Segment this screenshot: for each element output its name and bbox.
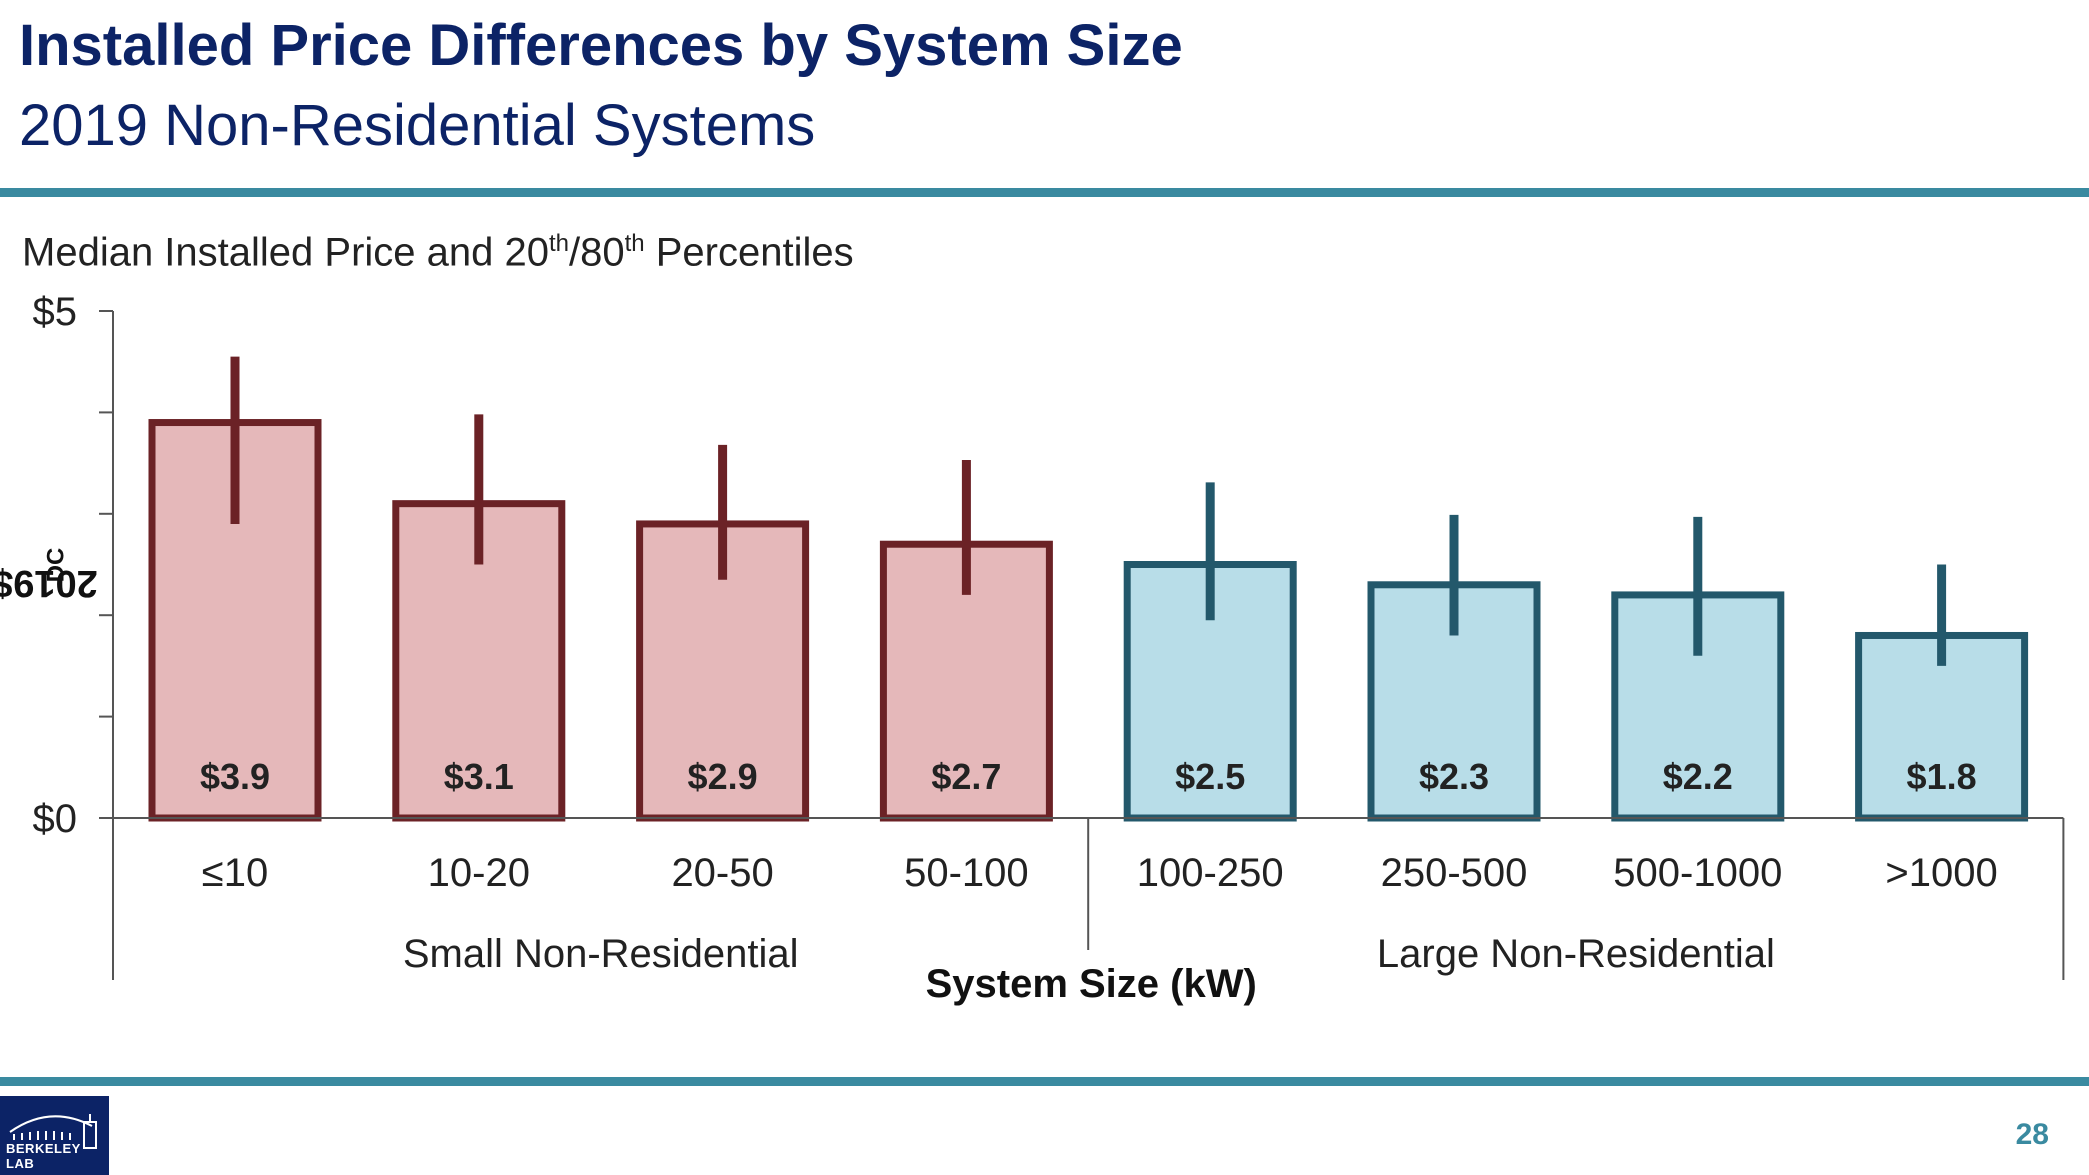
slide-subtitle: 2019 Non-Residential Systems [19,93,816,158]
value-label-6: $2.2 [1663,756,1733,797]
y-tick-label-1: $5 [33,290,78,334]
chart-note: Median Installed Price and 20th/80th Per… [22,230,854,275]
header-rule [0,188,2089,197]
category-label-4: 100-250 [1137,851,1284,895]
bar-chart: $0 $5 $3.9 ≤10 $3.1 10-20 $2.9 20-50 $2.7 50-100 $… [33,290,2065,1006]
category-label-1: 10-20 [428,851,530,895]
berkeley-lab-logo-icon: BERKELEY LAB [0,1096,109,1175]
value-label-3: $2.7 [931,756,1001,797]
footer-rule [0,1077,2089,1086]
lab-building-icon [9,1114,97,1149]
category-label-5: 250-500 [1381,851,1528,895]
value-label-0: $3.9 [200,756,270,797]
category-label-6: 500-1000 [1613,851,1782,895]
category-label-2: 20-50 [671,851,773,895]
value-label-1: $3.1 [444,756,514,797]
category-label-7: >1000 [1885,851,1997,895]
x-axis-label: System Size (kW) [926,962,1257,1006]
group-label-0: Small Non-Residential [403,932,799,976]
value-label-7: $1.8 [1907,756,1977,797]
value-label-4: $2.5 [1175,756,1245,797]
page-number: 28 [2015,1118,2049,1151]
logo-text: BERKELEY LAB [6,1141,81,1171]
value-label-2: $2.9 [688,756,758,797]
value-label-5: $2.3 [1419,756,1489,797]
y-tick-label-0: $0 [33,797,78,841]
category-label-3: 50-100 [904,851,1029,895]
category-label-0: ≤10 [202,851,268,895]
group-label-1: Large Non-Residential [1377,932,1775,976]
slide-title: Installed Price Differences by System Si… [19,13,1183,78]
